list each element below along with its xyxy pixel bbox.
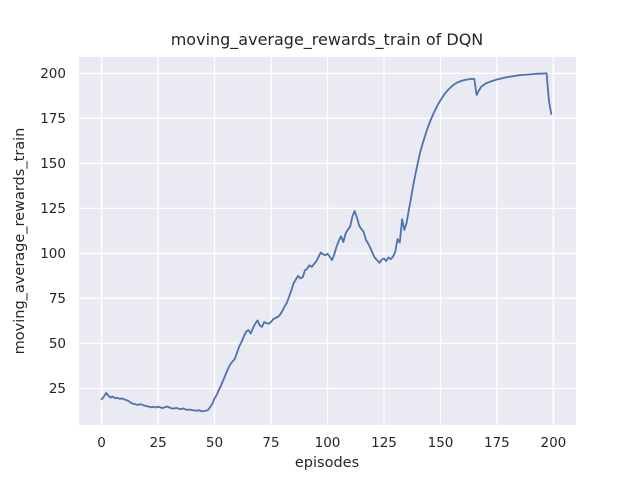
- gridlines: [79, 57, 576, 425]
- x-tick-label: 75: [262, 435, 279, 451]
- y-axis-tick-labels: 25 50 75 100 125 150 175 200: [40, 66, 66, 397]
- y-tick-label: 100: [40, 246, 66, 262]
- x-tick-label: 0: [97, 435, 106, 451]
- y-tick-label: 75: [49, 291, 66, 307]
- x-tick-label: 175: [484, 435, 510, 451]
- x-tick-label: 150: [428, 435, 454, 451]
- x-axis-tick-labels: 0 25 50 75 100 125 150 175 200: [97, 435, 566, 451]
- y-tick-label: 150: [40, 156, 66, 172]
- y-tick-label: 25: [49, 381, 66, 397]
- x-axis-label: episodes: [295, 455, 359, 471]
- x-tick-label: 125: [371, 435, 397, 451]
- dqn-series-line: [100, 72, 553, 413]
- y-tick-label: 175: [40, 111, 66, 127]
- y-tick-label: 50: [49, 336, 66, 352]
- y-tick-label: 200: [40, 66, 66, 82]
- y-tick-label: 125: [40, 201, 66, 217]
- x-tick-label: 100: [315, 435, 341, 451]
- chart-title: moving_average_rewards_train of DQN: [171, 30, 484, 50]
- x-tick-label: 25: [150, 435, 167, 451]
- x-tick-label: 50: [206, 435, 223, 451]
- y-axis-label: moving_average_rewards_train: [12, 128, 28, 355]
- x-tick-label: 200: [541, 435, 567, 451]
